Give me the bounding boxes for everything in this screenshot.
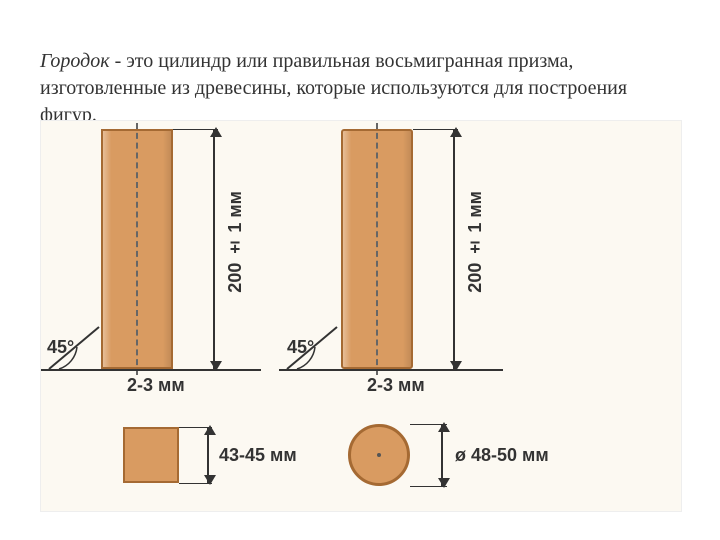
prism-chamfer-label: 2-3 мм: [127, 375, 185, 396]
caption-term: Городок: [40, 50, 110, 72]
technical-diagram: 45° 2-3 мм 200 ± 1 мм 45° 2-3 мм 200 ± 1…: [40, 120, 682, 512]
caption-text: Городок - это цилиндр или правильная вос…: [40, 48, 660, 129]
square-side-label: 43-45 мм: [219, 445, 297, 466]
prism-height-label: 200 ± 1 мм: [225, 191, 246, 293]
circle-dia-label: ø 48-50 мм: [455, 445, 549, 466]
circle-dia-dimline: [441, 424, 443, 486]
square-cross-section: [123, 427, 179, 483]
prism-elevation: [101, 129, 173, 369]
slide: Городок - это цилиндр или правильная вос…: [0, 0, 720, 540]
cylinder-height-dimline: [453, 129, 455, 369]
prism-angle-label: 45°: [47, 337, 74, 358]
cylinder-height-label: 200 ± 1 мм: [465, 191, 486, 293]
prism-height-dimline: [213, 129, 215, 369]
cylinder-chamfer-label: 2-3 мм: [367, 375, 425, 396]
caption-rest: - это цилиндр или правильная восьмигранн…: [40, 50, 627, 126]
cylinder-angle-label: 45°: [287, 337, 314, 358]
cylinder-elevation: [341, 129, 413, 369]
circle-cross-section: [348, 424, 410, 486]
square-side-dimline: [207, 427, 209, 483]
